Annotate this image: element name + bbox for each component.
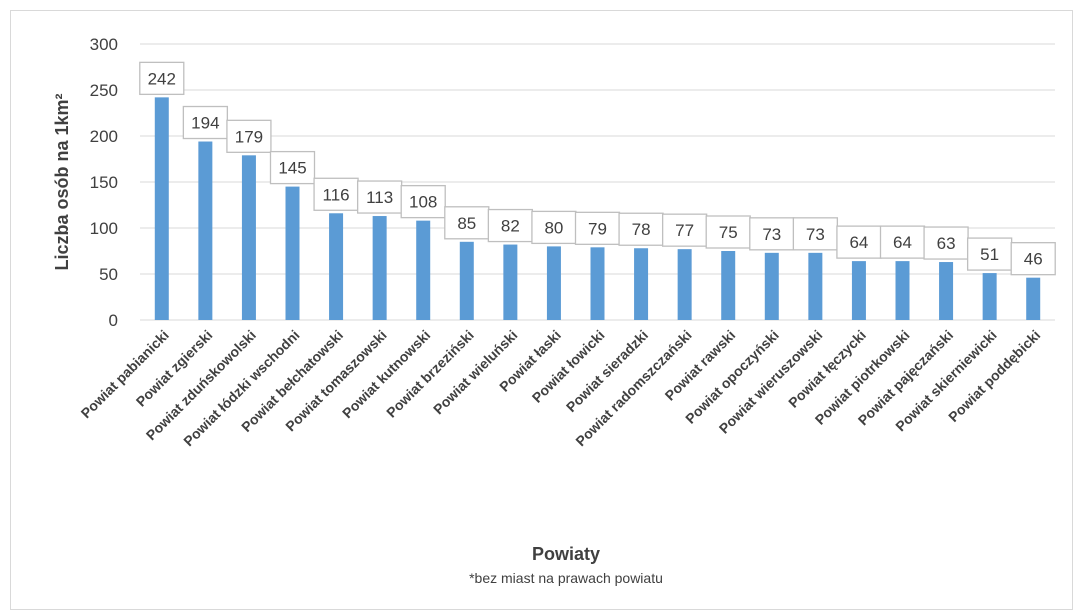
data-label: 80 [544,218,563,237]
data-label: 64 [849,233,868,252]
data-label-box [182,105,229,140]
bar [285,186,300,320]
bar [241,155,256,320]
bar [459,241,474,320]
y-tick-label: 200 [90,127,118,146]
data-label-box [618,212,664,246]
data-label: 46 [1024,250,1043,269]
bar [982,273,997,320]
data-label-box [966,237,1013,271]
y-tick-label: 300 [90,35,118,54]
y-tick-label: 50 [99,265,118,284]
data-label: 113 [366,188,393,207]
y-tick-label: 250 [90,81,118,100]
data-label-box [139,61,185,96]
data-label: 116 [323,185,350,204]
footnote: *bez miast na prawach powiatu [469,570,663,586]
bar [503,244,518,320]
data-label: 82 [501,217,520,236]
data-label-box [487,208,534,243]
bar [1026,277,1041,320]
data-label: 85 [457,214,476,233]
bar [329,213,344,320]
data-label: 77 [675,221,694,240]
data-label-box [574,211,621,245]
data-label: 63 [937,234,956,253]
bar [590,247,605,320]
bar [851,261,866,320]
bar [154,97,169,320]
data-label-box [226,119,272,153]
data-label: 78 [632,220,651,239]
data-label-box [400,184,446,219]
y-tick-label: 0 [109,311,118,330]
bar [546,246,561,320]
category-label: Powiat łęczycki [785,327,869,411]
bar [721,251,736,320]
data-label-box [836,225,882,259]
bar [677,249,692,320]
bar [634,248,649,320]
data-label-box [531,210,577,245]
data-label-box [879,225,926,259]
x-axis-title: Powiaty [532,544,600,564]
data-label: 179 [235,127,263,146]
bar [895,261,910,320]
data-label: 51 [980,245,999,264]
data-label: 194 [191,114,219,133]
bar [198,141,213,320]
data-label-box [269,150,316,185]
data-label: 75 [719,223,738,242]
y-axis-ticks: 0 50 100 150 200 250 300 [90,35,118,330]
data-label-box [1010,242,1056,276]
y-tick-label: 150 [90,173,118,192]
bar-chart: 0 50 100 150 200 250 300 242 194 179 145 116 113 108… [52,35,1056,586]
y-tick-label: 100 [90,219,118,238]
data-label: 108 [409,193,437,212]
data-label: 145 [278,159,306,178]
data-label-box [313,177,359,211]
category-label: Powiat zgierski [133,327,216,410]
data-label: 79 [588,219,607,238]
data-label: 64 [893,233,912,252]
bar [372,216,387,320]
data-label: 242 [148,69,176,88]
data-label: 73 [806,225,825,244]
bar [416,220,431,320]
data-labels: 242 194 179 145 116 113 108 85 82 80 79 78 77 75 73 73 6… [139,61,1056,276]
bars [154,97,1041,320]
bar [939,262,954,320]
data-label: 73 [762,225,781,244]
bar [808,252,823,320]
y-axis-title: Liczba osób na 1km² [52,93,72,270]
bar [764,252,779,320]
